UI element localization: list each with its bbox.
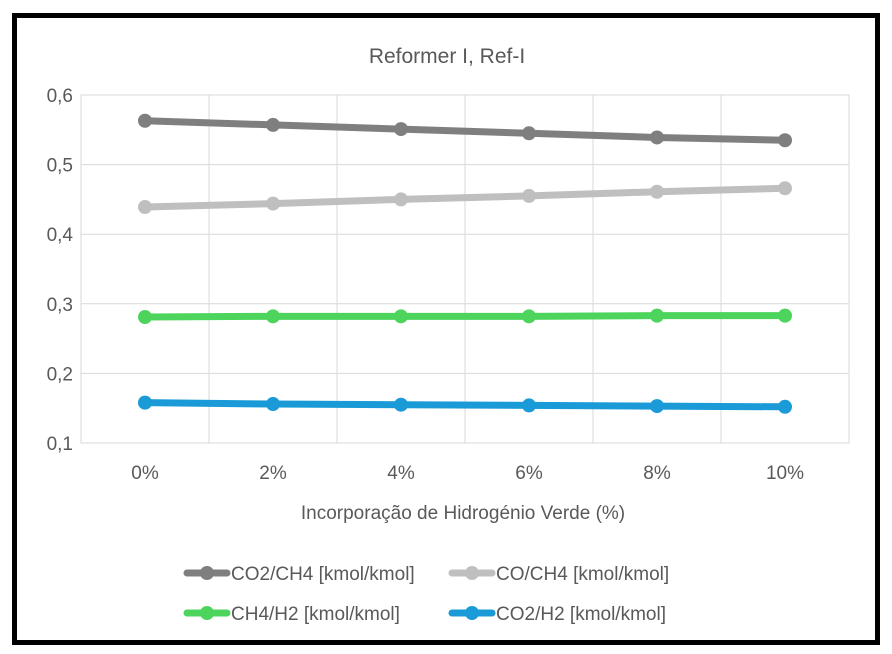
legend-label: CO2/H2 [kmol/kmol] [496, 604, 666, 625]
y-tick-label: 0,6 [47, 86, 73, 107]
x-tick-label: 0% [131, 463, 159, 484]
data-point [138, 113, 152, 128]
data-point [650, 184, 664, 199]
series-2 [138, 181, 792, 215]
y-tick-label: 0,4 [47, 225, 74, 246]
y-tick-label: 0,1 [47, 434, 73, 455]
data-point [650, 308, 664, 323]
data-point [394, 192, 408, 207]
y-tick-label: 0,3 [47, 295, 73, 316]
data-point [394, 397, 408, 412]
y-tick-label: 0,2 [47, 364, 73, 385]
legend-swatch-marker [200, 566, 214, 580]
series-line [141, 117, 789, 144]
series-4 [138, 395, 792, 414]
data-point [522, 398, 536, 413]
gridlines [81, 94, 849, 444]
x-tick-label: 4% [387, 463, 415, 484]
x-tick-label: 2% [259, 463, 287, 484]
data-point [778, 133, 792, 148]
series-line [141, 312, 789, 321]
x-axis-tick-labels: 0% 2% 4% 6% 8% 10% [131, 463, 804, 484]
data-point [394, 122, 408, 137]
chart-frame: Reformer I, Ref-I 0,1 0,2 0,3 0,4 0,5 0,6 0% 2… [12, 13, 880, 645]
y-axis-tick-labels: 0,1 0,2 0,3 0,4 0,5 0,6 [47, 86, 74, 455]
series-layer [138, 113, 792, 414]
legend-label: CO/CH4 [kmol/kmol] [496, 564, 669, 585]
data-point [650, 399, 664, 414]
data-point [266, 117, 280, 132]
data-point [266, 397, 280, 412]
legend: CO2/CH4 [kmol/kmol] CO/CH4 [kmol/kmol] CH4… [183, 564, 669, 625]
x-tick-label: 10% [766, 463, 804, 484]
y-tick-label: 0,5 [47, 156, 73, 177]
data-point [266, 196, 280, 211]
data-point [778, 308, 792, 323]
x-tick-label: 8% [643, 463, 671, 484]
data-point [266, 309, 280, 324]
data-point [522, 126, 536, 141]
data-point [394, 309, 408, 324]
series-3 [138, 308, 792, 325]
x-tick-label: 6% [515, 463, 543, 484]
series-line [141, 399, 789, 411]
data-point [778, 181, 792, 196]
data-point [522, 188, 536, 203]
chart-title: Reformer I, Ref-I [369, 45, 525, 68]
legend-item: CO/CH4 [kmol/kmol] [448, 564, 669, 585]
data-point [522, 309, 536, 324]
x-axis-title: Incorporação de Hidrogénio Verde (%) [301, 503, 625, 524]
legend-swatch-marker [465, 566, 479, 580]
legend-item: CO2/CH4 [kmol/kmol] [183, 564, 415, 585]
legend-swatch-marker [200, 606, 214, 620]
data-point [138, 395, 152, 410]
legend-label: CO2/CH4 [kmol/kmol] [231, 564, 415, 585]
legend-item: CH4/H2 [kmol/kmol] [183, 604, 400, 625]
legend-item: CO2/H2 [kmol/kmol] [448, 604, 666, 625]
data-point [138, 310, 152, 325]
series-line [141, 184, 789, 211]
data-point [778, 399, 792, 414]
series-1 [138, 113, 792, 148]
legend-label: CH4/H2 [kmol/kmol] [231, 604, 400, 625]
data-point [138, 200, 152, 215]
legend-swatch-marker [465, 606, 479, 620]
data-point [650, 130, 664, 145]
chart-svg: Reformer I, Ref-I 0,1 0,2 0,3 0,4 0,5 0,6 0% 2… [47, 45, 850, 625]
